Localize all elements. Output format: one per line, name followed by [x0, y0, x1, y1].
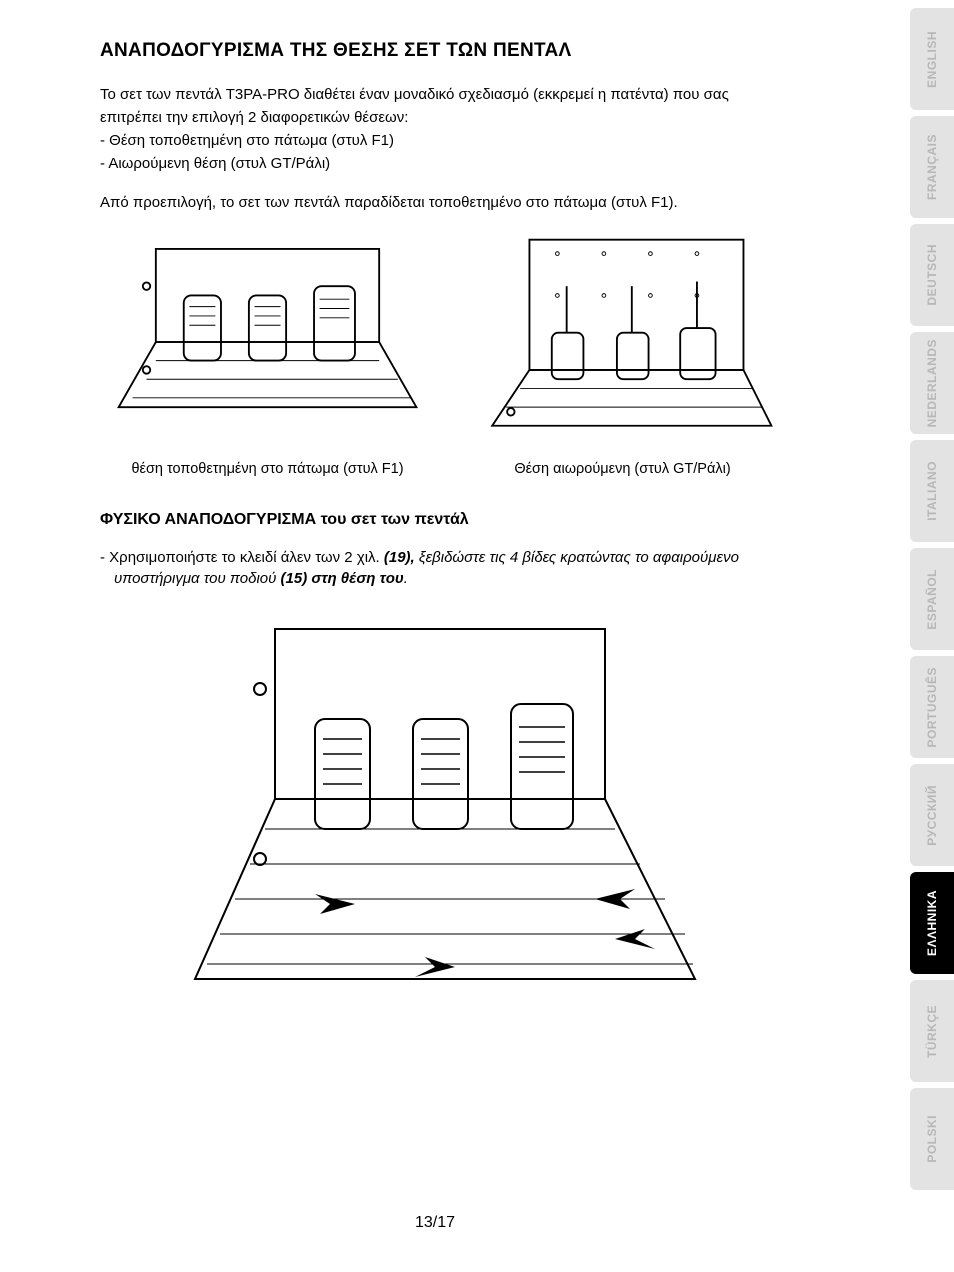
figure-suspended: Θέση αιωρούμενη (στυλ GT/Ράλι) [455, 227, 790, 477]
lang-tab-label: TÜRKÇE [925, 1005, 939, 1058]
lang-tab-label: DEUTSCH [925, 244, 939, 306]
lang-tab-label: ITALIANO [925, 461, 939, 521]
figure-floor-mounted-image [100, 227, 435, 457]
instruction-ref-19: (19), [384, 549, 415, 566]
lang-tab-français[interactable]: FRANÇAIS [910, 116, 954, 218]
lang-tab-label: ENGLISH [925, 31, 939, 88]
figure-unscrew-footrest [100, 599, 790, 1039]
lang-tab-label: NEDERLANDS [925, 339, 939, 427]
intro-line-1: Το σετ των πεντάλ T3PA-PRO διαθέτει έναν… [100, 84, 790, 105]
figures-row: θέση τοποθετημένη στο πάτωμα (στυλ F1) [100, 227, 790, 477]
instruction-line2a: υποστήριγμα του ποδιού [100, 570, 281, 587]
section-title: ΑΝΑΠΟΔΟΓΥΡΙΣΜΑ ΤΗΣ ΘΕΣΗΣ ΣΕΤ ΤΩΝ ΠΕΝΤΑΛ [100, 40, 790, 62]
figure-floor-mounted: θέση τοποθετημένη στο πάτωμα (στυλ F1) [100, 227, 435, 477]
lang-tab-português[interactable]: PORTUGUÊS [910, 656, 954, 758]
lang-tab-polski[interactable]: POLSKI [910, 1088, 954, 1190]
lang-tab-label: ΕΛΛΗΝΙΚΑ [925, 890, 939, 956]
subsection-title: ΦΥΣΙΚΟ ΑΝΑΠΟΔΟΓΥΡΙΣΜΑ του σετ των πεντάλ [100, 511, 790, 529]
figure-suspended-image [455, 227, 790, 457]
instruction-ref-15: (15) στη θέση του [281, 570, 404, 587]
lang-tab-label: PORTUGUÊS [925, 667, 939, 748]
default-note: Από προεπιλογή, το σετ των πεντάλ παραδί… [100, 192, 790, 213]
lang-tab-ελληνικα[interactable]: ΕΛΛΗΝΙΚΑ [910, 872, 954, 974]
page-number: 13/17 [0, 1214, 870, 1232]
instruction-prefix: - Χρησιμοποιήστε το κλειδί άλεν των 2 χι… [100, 549, 384, 566]
language-tabs: ENGLISH FRANÇAIS DEUTSCH NEDERLANDS ITALIANO… [910, 8, 954, 1190]
instruction-1: - Χρησιμοποιήστε το κλειδί άλεν των 2 χι… [100, 547, 790, 589]
lang-tab-label: ESPAÑOL [925, 569, 939, 630]
bullet-1: - Θέση τοποθετημένη στο πάτωμα (στυλ F1) [100, 130, 790, 151]
lang-tab-nederlands[interactable]: NEDERLANDS [910, 332, 954, 434]
caption-floor-mounted: θέση τοποθετημένη στο πάτωμα (στυλ F1) [131, 461, 403, 477]
lang-tab-label: POLSKI [925, 1115, 939, 1163]
lang-tab-english[interactable]: ENGLISH [910, 8, 954, 110]
lang-tab-label: РУССКИЙ [925, 785, 939, 846]
caption-suspended: Θέση αιωρούμενη (στυλ GT/Ράλι) [514, 461, 730, 477]
lang-tab-label: FRANÇAIS [925, 134, 939, 200]
lang-tab-türkçe[interactable]: TÜRKÇE [910, 980, 954, 1082]
lang-tab-русский[interactable]: РУССКИЙ [910, 764, 954, 866]
intro-line-2: επιτρέπει την επιλογή 2 διαφορετικών θέσ… [100, 107, 790, 128]
lang-tab-español[interactable]: ESPAÑOL [910, 548, 954, 650]
bullet-2: - Αιωρούμενη θέση (στυλ GT/Ράλι) [100, 153, 790, 174]
lang-tab-italiano[interactable]: ITALIANO [910, 440, 954, 542]
instruction-mid: ξεβιδώστε τις 4 βίδες κρατώντας το αφαιρ… [415, 549, 739, 566]
instruction-period: . [404, 570, 408, 587]
lang-tab-deutsch[interactable]: DEUTSCH [910, 224, 954, 326]
